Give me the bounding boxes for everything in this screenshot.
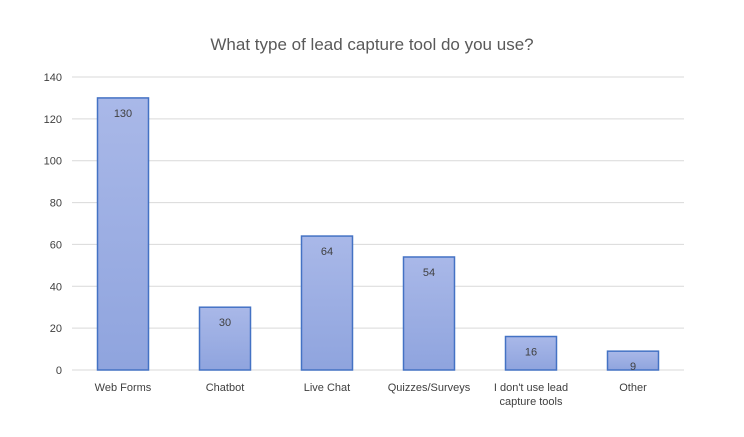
x-category-label: I don't use lead: [494, 382, 568, 394]
data-label: 130: [114, 108, 132, 120]
data-labels: 130 30 64 54 16 9: [114, 108, 636, 373]
x-category-label: capture tools: [500, 396, 563, 408]
data-label: 64: [321, 246, 333, 258]
y-tick-label: 0: [56, 365, 62, 377]
y-tick-label: 140: [44, 72, 62, 84]
data-label: 9: [630, 361, 636, 373]
bar: [402, 256, 456, 371]
bar: [198, 306, 252, 371]
bar: [96, 97, 150, 371]
y-axis-ticks: 0 20 40 60 80 100 120 140: [44, 72, 62, 377]
bar: [300, 235, 354, 371]
y-tick-label: 20: [50, 323, 62, 335]
x-category-label: Other: [619, 382, 647, 394]
bar: [606, 350, 660, 371]
x-category-label: Quizzes/Surveys: [388, 382, 471, 394]
y-tick-label: 80: [50, 198, 62, 210]
y-tick-label: 120: [44, 114, 62, 126]
data-label: 16: [525, 347, 537, 359]
data-label: 30: [219, 317, 231, 329]
bar: [504, 335, 558, 371]
chart-title: What type of lead capture tool do you us…: [210, 35, 533, 54]
y-tick-label: 40: [50, 281, 62, 293]
y-tick-label: 100: [44, 156, 62, 168]
gridlines: [72, 76, 684, 371]
bars: [96, 97, 660, 371]
x-category-label: Web Forms: [95, 382, 152, 394]
x-category-label: Live Chat: [304, 382, 350, 394]
y-tick-label: 60: [50, 239, 62, 251]
data-label: 54: [423, 267, 435, 279]
x-axis-categories: Web Forms Chatbot Live Chat Quizzes/Surveys…: [95, 382, 647, 408]
x-category-label: Chatbot: [206, 382, 245, 394]
